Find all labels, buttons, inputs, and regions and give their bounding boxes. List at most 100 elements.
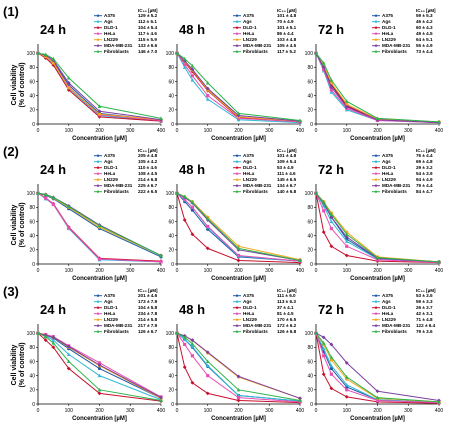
data-point	[329, 219, 334, 224]
data-point	[344, 360, 349, 365]
legend-marker	[374, 154, 378, 157]
x-axis-title: Concentration [µM]	[72, 416, 127, 422]
legend-marker	[235, 190, 239, 193]
data-point	[51, 202, 55, 207]
ic50-value: 117 ± 5.2	[277, 49, 296, 54]
data-point	[51, 341, 56, 345]
legend-label: Ags	[382, 159, 391, 164]
x-tick-label: 200	[373, 268, 382, 274]
x-tick-label: 300	[404, 268, 413, 274]
data-point	[205, 97, 210, 101]
series-line	[176, 332, 301, 403]
data-point	[43, 338, 48, 343]
y-tick-label: 40	[29, 373, 35, 379]
data-point	[206, 374, 210, 378]
y-tick-label: 80	[29, 205, 35, 211]
legend-marker	[235, 300, 239, 303]
y-tick-label: 60	[307, 219, 313, 225]
y-tick-label: 40	[168, 93, 174, 99]
x-tick-label: 0	[37, 268, 40, 274]
ic50-value: 79 ± 4.4	[416, 183, 433, 188]
x-axis-title: Concentration [µM]	[211, 136, 266, 142]
series-line	[315, 192, 440, 263]
legend-label: DLD-1	[243, 165, 257, 170]
data-point	[321, 230, 326, 234]
legend-label: MDA-MB-231	[382, 183, 411, 188]
ic50-value: 109 ± 5.4	[277, 159, 297, 164]
data-point	[67, 226, 71, 230]
data-point	[345, 102, 349, 106]
series-line	[315, 52, 440, 124]
series-line	[176, 332, 301, 401]
legend-marker	[374, 44, 378, 47]
data-point	[329, 88, 333, 92]
ic50-value: 46 ± 4.2	[416, 19, 433, 24]
legend-label: A375	[104, 293, 115, 298]
legend-label: Fibroblasts	[104, 49, 129, 54]
series-line	[37, 332, 162, 401]
series-line	[176, 192, 301, 261]
data-point	[66, 80, 71, 85]
data-point	[314, 331, 318, 335]
legend-marker	[96, 38, 100, 41]
legend-label: HeLa	[104, 311, 116, 316]
y-tick-label: 100	[27, 191, 36, 197]
legend-label: Ags	[382, 19, 391, 24]
x-tick-label: 300	[126, 268, 135, 274]
data-point	[205, 86, 210, 91]
legend-label: A375	[382, 293, 393, 298]
ic50-value: 29 ± 3.2	[416, 165, 433, 170]
data-point	[344, 235, 349, 239]
data-point	[205, 350, 210, 355]
data-point	[322, 67, 326, 71]
data-point	[190, 338, 195, 343]
x-tick-label: 200	[373, 128, 382, 134]
y-tick-label: 20	[168, 108, 174, 114]
data-point	[206, 224, 210, 229]
x-axis-title: Concentration [µM]	[211, 416, 266, 422]
data-point	[67, 86, 71, 90]
data-point	[175, 331, 179, 335]
ic50-value: 84 ± 4.7	[416, 189, 433, 194]
x-tick-label: 100	[65, 128, 74, 134]
legend-marker	[96, 178, 100, 181]
series-line	[37, 192, 162, 256]
panel-title: 48 h	[179, 302, 205, 317]
legend-label: A375	[104, 153, 115, 158]
chart-panel: 72 h 0 20 40 60 80 100 0 100 200 300 400 Concentrati…	[305, 148, 444, 282]
panel-title: 72 h	[318, 302, 344, 317]
legend-label: LN229	[243, 177, 257, 182]
data-point	[345, 388, 349, 392]
ic50-value: 76 ± 4.4	[416, 153, 433, 158]
x-tick-label: 200	[234, 268, 243, 274]
ic50-value: 103 ± 4.8	[277, 37, 297, 42]
data-point	[437, 119, 441, 124]
data-point	[344, 239, 349, 243]
data-point	[190, 208, 194, 212]
data-point	[190, 380, 195, 385]
legend-label: A375	[243, 293, 254, 298]
series-line	[176, 332, 301, 404]
ic50-value: 101 ± 4.8	[277, 153, 297, 158]
legend-marker	[235, 318, 239, 321]
x-axis-title: Concentration [µM]	[350, 276, 405, 282]
data-point	[298, 258, 302, 263]
y-tick-label: 20	[168, 388, 174, 394]
data-point	[66, 352, 71, 356]
data-point	[36, 191, 40, 195]
legend-label: LN229	[104, 317, 118, 322]
data-point	[321, 65, 326, 70]
chart-panel: 48 h 0 20 40 60 80 100 0 100 200 300 400 Concentrati…	[166, 288, 305, 422]
series-line	[315, 52, 440, 123]
ic50-value: 129 ± 5.2	[138, 13, 158, 18]
data-point	[97, 112, 102, 116]
legend-marker	[235, 330, 239, 333]
x-tick-label: 100	[204, 408, 213, 414]
data-point	[190, 354, 194, 358]
y-axis-title: Cell viability(% of control)	[11, 202, 26, 247]
data-point	[97, 387, 102, 392]
x-tick-label: 200	[234, 128, 243, 134]
x-tick-label: 300	[265, 268, 274, 274]
legend-label: Ags	[243, 159, 252, 164]
data-point	[329, 85, 334, 90]
